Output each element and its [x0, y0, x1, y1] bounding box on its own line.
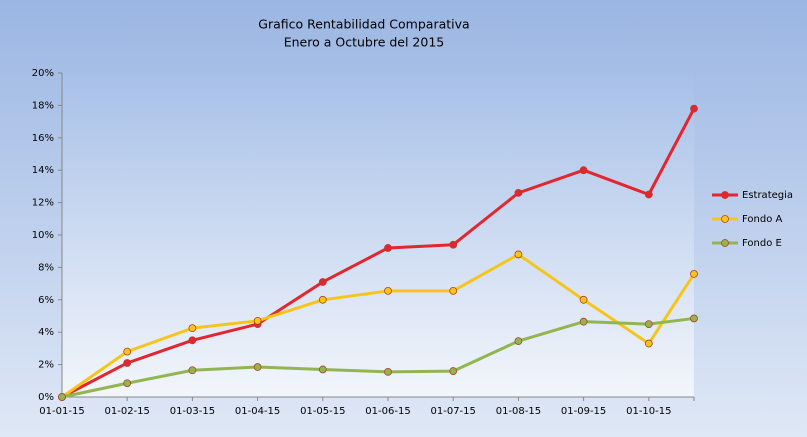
plot-area — [62, 73, 694, 397]
point — [58, 393, 66, 401]
point — [253, 363, 262, 371]
point — [384, 367, 392, 376]
x-tick-label: 01-03-15 — [170, 406, 215, 417]
x-tick-label: 01-08-15 — [496, 406, 541, 417]
x-tick-label: 01-05-15 — [300, 406, 345, 417]
y-tick-label: 4% — [38, 327, 54, 338]
x-tick-label: 01-07-15 — [431, 406, 476, 417]
y-tick-label: 12% — [32, 198, 54, 209]
point — [384, 244, 392, 252]
point — [644, 339, 653, 348]
point — [514, 188, 523, 197]
point — [123, 379, 132, 388]
point — [690, 269, 698, 278]
y-tick-label: 0% — [38, 392, 54, 403]
point — [384, 286, 392, 295]
point — [449, 367, 458, 375]
y-tick-label: 14% — [32, 165, 54, 176]
legend-marker — [721, 191, 729, 199]
y-tick-label: 8% — [38, 262, 54, 273]
point — [318, 278, 327, 286]
point — [644, 190, 653, 199]
point — [514, 337, 523, 346]
chart-subtitle: Enero a Octubre del 2015 — [284, 35, 445, 50]
x-tick-label: 01-06-15 — [365, 406, 410, 417]
point — [253, 316, 262, 325]
point — [579, 166, 588, 175]
point — [449, 240, 458, 249]
point — [514, 250, 523, 259]
chart-title: Grafico Rentabilidad Comparativa — [258, 17, 469, 32]
point — [579, 295, 588, 304]
point — [644, 320, 653, 329]
point — [449, 286, 458, 295]
legend-marker — [721, 215, 729, 223]
y-tick-label: 18% — [32, 100, 54, 111]
y-tick-label: 10% — [32, 230, 54, 241]
x-tick-label: 01-10-15 — [626, 406, 671, 417]
y-tick-label: 6% — [38, 295, 54, 306]
x-tick-label: 01-04-15 — [235, 406, 280, 417]
legend-marker — [721, 239, 729, 247]
point — [123, 359, 132, 367]
legend-label: Fondo E — [742, 238, 782, 249]
point — [690, 314, 698, 323]
point — [318, 365, 327, 374]
point — [188, 324, 197, 333]
x-tick-label: 01-02-15 — [105, 406, 150, 417]
legend-label: Estrategia — [742, 190, 793, 201]
legend-label: Fondo A — [742, 214, 782, 225]
y-tick-label: 2% — [38, 360, 54, 371]
point — [318, 295, 327, 304]
point — [579, 317, 588, 326]
x-tick-label: 01-09-15 — [561, 406, 606, 417]
point — [188, 366, 197, 375]
y-tick-label: 16% — [32, 133, 54, 144]
y-tick-label: 20% — [32, 68, 54, 79]
point — [188, 336, 197, 345]
point — [123, 347, 132, 356]
x-tick-label: 01-01-15 — [39, 406, 84, 417]
point — [690, 104, 698, 113]
